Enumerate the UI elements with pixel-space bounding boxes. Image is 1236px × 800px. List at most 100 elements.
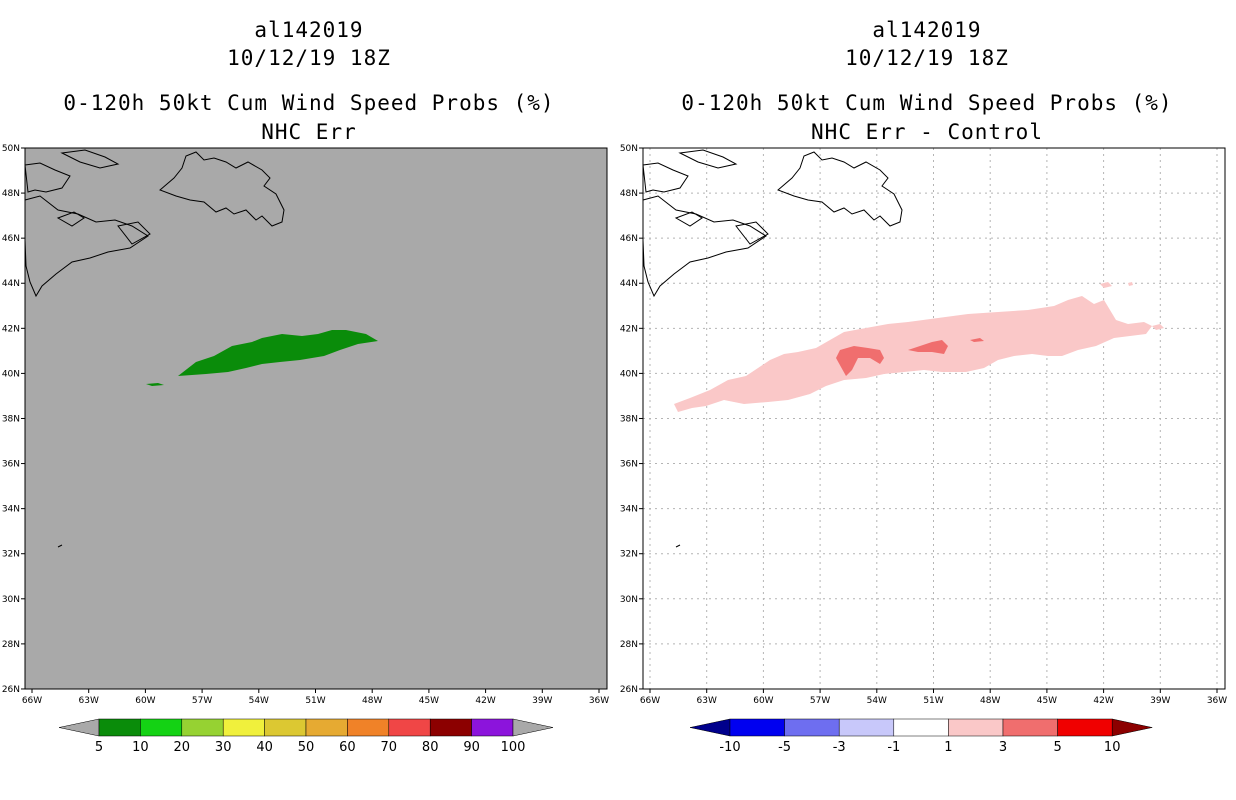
right-lat-label: 36N (620, 460, 638, 470)
right-lat-label: 48N (620, 189, 638, 199)
left-colorbar-label: 70 (381, 740, 398, 755)
right-colorbar-label: -3 (833, 740, 846, 755)
right-colorbar: -10 -5 -3 -1 1 3 5 10 (689, 718, 1153, 755)
left-subtitle: NHC Err (261, 120, 357, 144)
right-colorbar-label: 3 (999, 740, 1007, 755)
left-colorbar-arrow-low (58, 718, 100, 737)
left-lat-labels: 50N 48N 46N 44N 42N 40N 38N 36N 34N 32N 30N 28N 26N (2, 144, 25, 695)
right-colorbar-box (948, 718, 1004, 737)
right-map: 50N48N46N44N42N40N38N36N34N32N30N28N26N … (620, 144, 1227, 755)
left-panel: al142019 10/12/19 18Z 0-120h 50kt Cum Wi… (2, 18, 609, 755)
left-colorbar-box (429, 718, 472, 737)
left-colorbar-label: 40 (256, 740, 273, 755)
right-colorbar-box (729, 718, 785, 737)
left-lon-label: 57W (192, 696, 212, 706)
right-diff-3-5-a (836, 346, 884, 376)
left-colorbar-arrow-high (512, 718, 554, 737)
right-lat-label: 28N (620, 640, 638, 650)
right-product-title: 0-120h 50kt Cum Wind Speed Probs (%) (681, 91, 1173, 115)
right-lat-label: 50N (620, 144, 638, 154)
left-prob-5-10-islet (146, 383, 164, 386)
right-lon-label: 48W (980, 696, 1000, 706)
left-colorbar-label: 5 (95, 740, 103, 755)
left-lat-label: 28N (2, 640, 20, 650)
left-colorbar-box (305, 718, 348, 737)
left-colorbar-label: 60 (339, 740, 356, 755)
right-colorbar-arrow-high (1111, 718, 1153, 737)
right-lat-label: 38N (620, 414, 638, 424)
left-colorbar: 5 10 20 30 40 50 60 70 80 90 100 (58, 718, 554, 755)
left-lat-label: 44N (2, 279, 20, 289)
left-prob-5-10-main (178, 330, 378, 376)
right-lat-label: 26N (620, 685, 638, 695)
left-colorbar-box (98, 718, 141, 737)
right-colorbar-box (1002, 718, 1058, 737)
right-lat-label: 34N (620, 505, 638, 515)
left-colorbar-label: 80 (422, 740, 439, 755)
right-subtitle: NHC Err - Control (811, 120, 1043, 144)
right-colorbar-label: -10 (719, 740, 740, 755)
right-colorbar-arrow-low (689, 718, 731, 737)
left-probability-field (146, 330, 378, 386)
left-lat-label: 50N (2, 144, 20, 154)
left-lon-label: 63W (79, 696, 99, 706)
right-datetime: 10/12/19 18Z (845, 46, 1009, 70)
left-colorbar-box (222, 718, 265, 737)
right-diff-1-3-blob-c (1152, 324, 1164, 330)
left-map-background (24, 147, 608, 690)
right-colorbar-box (784, 718, 840, 737)
right-colorbar-box (893, 718, 949, 737)
right-lat-label: 44N (620, 279, 638, 289)
right-lon-label: 36W (1207, 696, 1227, 706)
left-lat-label: 40N (2, 369, 20, 379)
left-lat-label: 32N (2, 550, 20, 560)
left-colorbar-box (471, 718, 514, 737)
left-colorbar-label: 10 (132, 740, 149, 755)
left-lat-label: 34N (2, 505, 20, 515)
right-lon-label: 39W (1150, 696, 1170, 706)
right-colorbar-label: -5 (778, 740, 791, 755)
left-lon-label: 42W (475, 696, 495, 706)
right-coastlines (642, 149, 903, 548)
right-diff-3-5-c (970, 338, 984, 342)
left-lon-label: 60W (135, 696, 155, 706)
right-colorbar-box (1057, 718, 1113, 737)
left-lon-label: 51W (305, 696, 325, 706)
left-lat-label: 26N (2, 685, 20, 695)
left-lon-label: 66W (22, 696, 42, 706)
left-lon-label: 54W (249, 696, 269, 706)
right-diff-3-5-b (908, 340, 948, 354)
left-colorbar-label: 100 (501, 740, 526, 755)
left-storm-id: al142019 (254, 18, 364, 42)
right-lat-label: 46N (620, 234, 638, 244)
right-lon-label: 57W (810, 696, 830, 706)
left-colorbar-box (347, 718, 390, 737)
left-lat-label: 46N (2, 234, 20, 244)
left-colorbar-box (181, 718, 224, 737)
right-lon-labels: 66W 63W 60W 57W 54W 51W 48W 45W 42W 39W 36W (640, 689, 1227, 706)
left-lat-label: 36N (2, 460, 20, 470)
left-lat-label: 38N (2, 414, 20, 424)
left-lon-label: 36W (589, 696, 609, 706)
right-lon-label: 60W (753, 696, 773, 706)
left-colorbar-label: 50 (298, 740, 315, 755)
left-lon-label: 45W (419, 696, 439, 706)
left-colorbar-label: 90 (463, 740, 480, 755)
right-lon-label: 51W (923, 696, 943, 706)
right-colorbar-label: 1 (944, 740, 952, 755)
right-colorbar-label: -1 (887, 740, 900, 755)
right-lat-labels: 50N 48N 46N 44N 42N 40N 38N 36N 34N 32N 30N 28N 26N (620, 144, 643, 695)
left-lat-label: 48N (2, 189, 20, 199)
left-lat-label: 42N (2, 324, 20, 334)
left-product-title: 0-120h 50kt Cum Wind Speed Probs (%) (63, 91, 555, 115)
right-lat-label: 30N (620, 595, 638, 605)
right-colorbar-label: 10 (1104, 740, 1121, 755)
right-panel: al142019 10/12/19 18Z 0-120h 50kt Cum Wi… (618, 0, 1236, 800)
right-diff-1-3-blob-a (1100, 282, 1112, 288)
left-colorbar-label: 20 (174, 740, 191, 755)
right-lon-label: 66W (640, 696, 660, 706)
left-lat-label: 30N (2, 595, 20, 605)
left-colorbar-box (140, 718, 183, 737)
left-coastlines (24, 149, 285, 548)
left-datetime: 10/12/19 18Z (227, 46, 391, 70)
